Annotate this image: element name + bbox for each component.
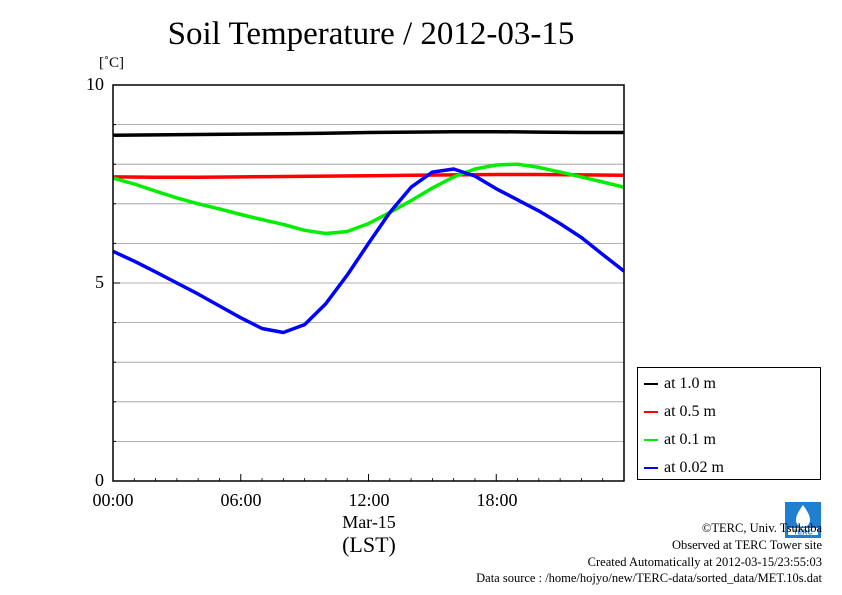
- legend-label: at 1.0 m: [664, 375, 716, 392]
- tick-layer: [112, 84, 625, 482]
- x-tick-label: 12:00: [348, 490, 390, 510]
- legend-swatch: [644, 439, 658, 441]
- legend: at 1.0 m at 0.5 m at 0.1 m at 0.02 m: [637, 367, 821, 480]
- footer-created: Created Automatically at 2012-03-15/23:5…: [587, 555, 822, 569]
- footer-copyright: ©TERC, Univ. Tsukuba: [701, 521, 822, 535]
- y-tick-label: 10: [86, 74, 104, 94]
- terc-logo-icon: TERC: [785, 502, 821, 538]
- legend-label: at 0.1 m: [664, 431, 716, 448]
- series-line-at-0-1-m: [112, 162, 625, 236]
- y-tick-label: 5: [95, 272, 104, 292]
- x-date-label: Mar-15: [342, 512, 396, 532]
- series-line-at-0-5-m: [112, 172, 625, 180]
- series-line-at-1-0-m: [112, 129, 624, 138]
- legend-label: at 0.02 m: [664, 459, 724, 476]
- footer-observed: Observed at TERC Tower site: [671, 538, 822, 552]
- series-line-at-0-02-m: [112, 167, 626, 335]
- y-axis-unit-label: [˚C]: [99, 55, 124, 71]
- logo-text: TERC: [793, 530, 812, 537]
- x-tick-label: 00:00: [92, 490, 134, 510]
- y-tick-label: 0: [95, 470, 104, 490]
- legend-swatch: [644, 383, 658, 385]
- x-tick-label: 18:00: [476, 490, 518, 510]
- footer-source: Data source : /home/hojyo/new/TERC-data/…: [476, 571, 822, 585]
- legend-swatch: [644, 411, 658, 413]
- chart-title: Soil Temperature / 2012-03-15: [167, 16, 575, 52]
- legend-swatch: [644, 467, 658, 469]
- x-tick-label: 06:00: [220, 490, 262, 510]
- grid-layer: [113, 124, 624, 442]
- series-layer: [112, 129, 626, 335]
- legend-label: at 0.5 m: [664, 403, 716, 420]
- x-axis-label: (LST): [342, 532, 396, 557]
